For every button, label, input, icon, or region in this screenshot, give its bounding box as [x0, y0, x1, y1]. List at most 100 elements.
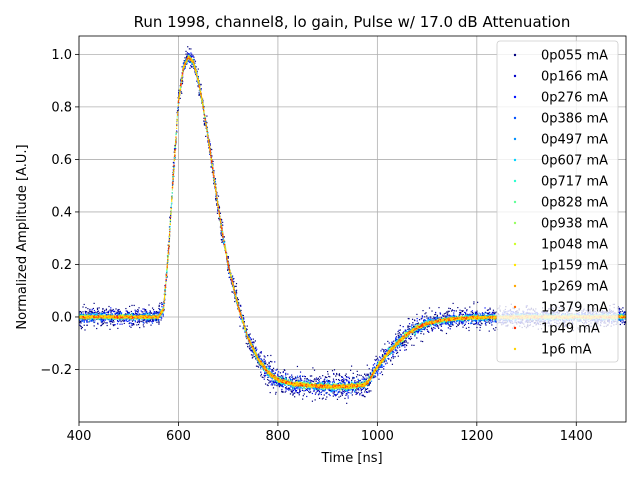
data-point — [462, 322, 463, 323]
data-point — [158, 324, 159, 325]
data-point — [267, 379, 268, 380]
data-point — [415, 323, 416, 324]
data-point — [376, 356, 377, 357]
data-point — [438, 307, 439, 308]
data-point — [176, 130, 177, 131]
data-point — [469, 314, 470, 315]
data-point — [462, 311, 463, 312]
data-point — [329, 395, 330, 396]
data-point — [205, 136, 206, 137]
data-point — [159, 306, 160, 307]
data-point — [85, 319, 86, 320]
data-point — [220, 213, 221, 214]
data-point — [161, 302, 162, 303]
data-point — [407, 325, 408, 326]
data-point — [485, 322, 486, 323]
data-point — [343, 382, 344, 383]
data-point — [153, 309, 154, 310]
data-point — [177, 110, 178, 111]
data-point — [308, 388, 309, 389]
data-point — [252, 355, 253, 356]
data-point — [424, 313, 425, 314]
data-point — [321, 394, 322, 395]
data-point — [334, 392, 335, 393]
data-point — [373, 364, 374, 365]
data-point — [131, 311, 132, 312]
data-point — [234, 301, 235, 302]
data-point — [109, 309, 110, 310]
data-point — [456, 326, 457, 327]
data-point — [82, 311, 83, 312]
data-point — [180, 98, 181, 99]
data-point — [151, 321, 152, 322]
data-point — [323, 381, 324, 382]
data-point — [346, 373, 347, 374]
data-point — [285, 374, 286, 375]
data-point — [88, 312, 89, 313]
data-point — [228, 273, 229, 274]
data-point — [292, 379, 293, 380]
data-point — [129, 313, 130, 314]
data-point — [113, 325, 114, 326]
data-point — [285, 377, 286, 378]
data-point — [489, 309, 490, 310]
data-point — [358, 379, 359, 380]
data-point — [404, 350, 405, 351]
data-point — [364, 391, 365, 392]
data-point — [378, 369, 379, 370]
data-point — [486, 312, 487, 313]
data-point — [353, 377, 354, 378]
data-point — [151, 313, 152, 314]
data-point — [428, 331, 429, 332]
data-point — [344, 380, 345, 381]
data-point — [264, 373, 265, 374]
data-point — [440, 330, 441, 331]
data-point — [431, 328, 432, 329]
data-point — [319, 392, 320, 393]
data-point — [493, 328, 494, 329]
data-point — [158, 320, 159, 321]
data-point — [361, 392, 362, 393]
data-point — [453, 312, 454, 313]
data-point — [459, 323, 460, 324]
data-point — [370, 372, 371, 373]
data-point — [161, 318, 162, 319]
data-point — [191, 67, 192, 68]
data-point — [382, 374, 383, 375]
data-point — [326, 396, 327, 397]
data-point — [264, 359, 265, 360]
data-point — [450, 308, 451, 309]
data-point — [264, 379, 265, 380]
data-point — [619, 309, 620, 310]
data-point — [255, 348, 256, 349]
data-point — [338, 396, 339, 397]
data-point — [265, 383, 266, 384]
data-point — [367, 388, 368, 389]
data-point — [272, 384, 273, 385]
data-point — [232, 292, 233, 293]
data-point — [274, 382, 275, 383]
data-point — [420, 333, 421, 334]
data-point — [315, 392, 316, 393]
data-point — [339, 380, 340, 381]
data-point — [270, 392, 271, 393]
data-point — [136, 314, 137, 315]
data-point — [206, 115, 207, 116]
data-point — [338, 374, 339, 375]
data-point — [312, 367, 313, 368]
data-point — [383, 351, 384, 352]
data-point — [382, 355, 383, 356]
data-point — [344, 398, 345, 399]
data-point — [472, 314, 473, 315]
data-point — [292, 395, 293, 396]
data-point — [319, 398, 320, 399]
data-point — [312, 381, 313, 382]
data-point — [129, 306, 130, 307]
data-point — [362, 395, 363, 396]
data-point — [352, 378, 353, 379]
data-point — [466, 310, 467, 311]
data-point — [326, 393, 327, 394]
data-point — [117, 323, 118, 324]
data-point — [463, 322, 464, 323]
data-point — [325, 399, 326, 400]
